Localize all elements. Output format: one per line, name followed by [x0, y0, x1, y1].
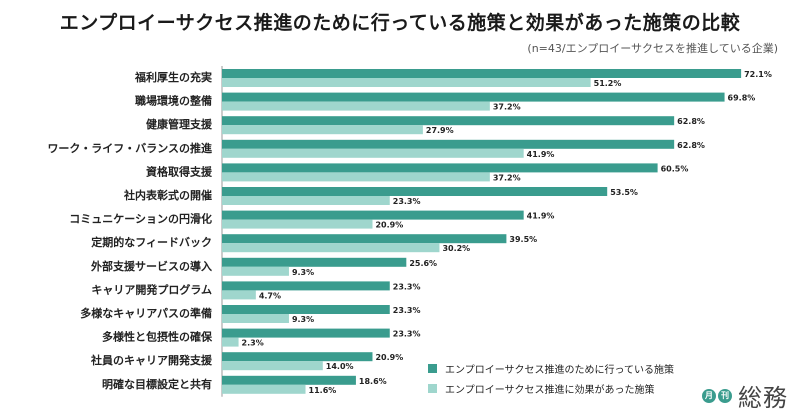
data-label-effective: 11.6% — [309, 386, 337, 395]
bar-implemented — [222, 116, 675, 126]
data-label-effective: 23.3% — [393, 197, 421, 206]
bar-implemented — [222, 187, 608, 196]
bar-implemented — [222, 163, 658, 173]
bar-effective — [222, 148, 524, 158]
logo-badge-2: 刊 — [718, 388, 732, 403]
bar-effective — [222, 266, 289, 276]
data-label-implemented: 69.8% — [728, 94, 756, 103]
bar-effective — [222, 384, 306, 394]
publisher-logo: 月 刊 総務 — [702, 378, 788, 413]
bar-implemented — [222, 328, 390, 338]
chart-subtitle: (n=43/エンプロイーサクセスを推進している企業) — [527, 42, 778, 55]
chart-title: エンプロイーサクセス推進のために行っている施策と効果があった施策の比較 — [59, 12, 741, 34]
data-label-effective: 27.9% — [426, 126, 454, 135]
category-label: 社員のキャリア開発支援 — [90, 353, 213, 367]
data-label-effective: 37.2% — [493, 103, 521, 112]
bar-effective — [222, 78, 591, 87]
bar-implemented — [222, 234, 507, 244]
data-label-effective: 20.9% — [375, 221, 403, 230]
category-label: 多様性と包摂性の確保 — [102, 330, 213, 344]
bar-effective — [222, 101, 490, 111]
bar-effective — [222, 290, 256, 300]
legend-swatch-effective — [428, 384, 437, 393]
category-label: 資格取得支援 — [146, 164, 213, 178]
bar-effective — [222, 196, 390, 205]
bar-implemented — [222, 92, 725, 102]
bar-effective — [222, 243, 440, 253]
legend-item-effective: エンプロイーサクセス推進に効果があった施策 — [428, 380, 674, 397]
logo-text: 総務 — [738, 384, 788, 412]
data-label-effective: 41.9% — [527, 150, 555, 159]
bar-implemented — [222, 352, 373, 362]
data-label-implemented: 62.8% — [677, 117, 705, 126]
bar-effective — [222, 314, 289, 323]
data-label-implemented: 23.3% — [393, 306, 421, 315]
category-label: 職場環境の整備 — [135, 94, 212, 108]
category-label: コミュニケーションの円滑化 — [69, 212, 212, 226]
logo-badges: 月 刊 — [702, 388, 734, 403]
data-label-effective: 4.7% — [259, 291, 281, 300]
bar-implemented — [222, 69, 742, 78]
category-label: キャリア開発プログラム — [91, 282, 212, 296]
bar-effective — [222, 361, 323, 371]
bar-implemented — [222, 375, 356, 385]
data-label-implemented: 25.6% — [409, 259, 437, 268]
data-label-implemented: 60.5% — [661, 164, 689, 173]
bar-effective — [222, 219, 373, 229]
bar-implemented — [222, 257, 407, 267]
data-label-implemented: 62.8% — [677, 141, 705, 150]
bar-effective — [222, 337, 239, 347]
data-label-implemented: 41.9% — [527, 212, 555, 221]
data-label-implemented: 72.1% — [744, 70, 772, 79]
bar-implemented — [222, 281, 390, 291]
legend-item-implemented: エンプロイーサクセス推進のために行っている施策 — [428, 360, 674, 377]
category-label: ワーク・ライフ・バランスの推進 — [47, 141, 213, 155]
data-label-effective: 9.3% — [292, 315, 314, 324]
bar-implemented — [222, 305, 390, 314]
category-label: 外部支援サービスの導入 — [90, 259, 212, 273]
data-label-effective: 51.2% — [594, 79, 622, 88]
data-label-implemented: 53.5% — [610, 188, 638, 197]
data-label-effective: 9.3% — [292, 268, 314, 277]
data-label-effective: 37.2% — [493, 173, 521, 182]
logo-badge-1: 月 — [702, 388, 716, 403]
category-label: 明確な目標設定と共有 — [102, 377, 212, 391]
category-label: 福利厚生の充実 — [134, 70, 212, 84]
bar-implemented — [222, 139, 675, 149]
data-label-implemented: 20.9% — [375, 353, 403, 362]
bar-effective — [222, 125, 423, 135]
legend-label-effective: エンプロイーサクセス推進に効果があった施策 — [445, 385, 655, 396]
category-label: 健康管理支援 — [146, 117, 213, 131]
category-label: 多様なキャリアパスの準備 — [80, 306, 212, 320]
legend: エンプロイーサクセス推進のために行っている施策 エンプロイーサクセス推進に効果が… — [428, 360, 674, 400]
bar-effective — [222, 172, 490, 182]
data-label-effective: 14.0% — [326, 362, 354, 371]
bar-implemented — [222, 210, 524, 220]
data-label-implemented: 39.5% — [509, 235, 537, 244]
category-label: 社内表彰式の開催 — [123, 188, 212, 202]
data-label-implemented: 23.3% — [393, 330, 421, 339]
data-label-effective: 2.3% — [242, 339, 264, 348]
category-label: 定期的なフィードバック — [91, 235, 212, 249]
data-label-implemented: 18.6% — [359, 377, 387, 386]
legend-label-implemented: エンプロイーサクセス推進のために行っている施策 — [445, 365, 674, 376]
legend-swatch-implemented — [428, 364, 437, 373]
data-label-implemented: 23.3% — [393, 282, 421, 291]
data-label-effective: 30.2% — [442, 244, 470, 253]
